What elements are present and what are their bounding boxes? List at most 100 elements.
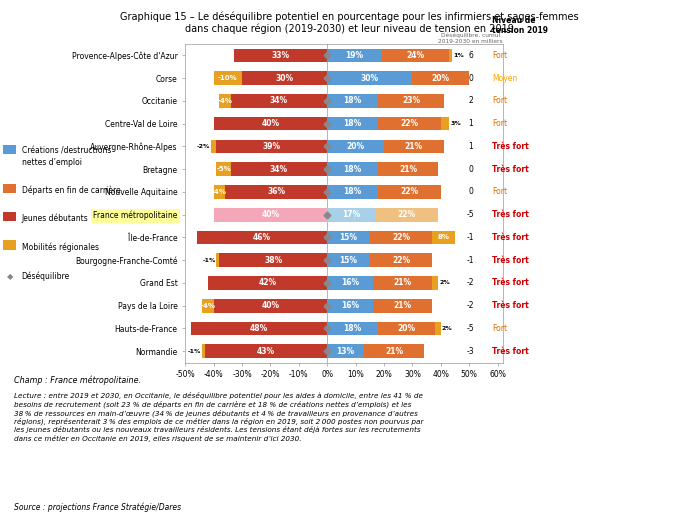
Text: 23%: 23% [402, 96, 420, 106]
Text: -5: -5 [467, 324, 475, 333]
Bar [327, 139, 384, 153]
Text: Très fort: Très fort [492, 301, 528, 310]
Bar [327, 71, 412, 85]
Text: Source : projections France Stratégie/Dares: Source : projections France Stratégie/Da… [14, 502, 181, 512]
Text: -4%: -4% [217, 98, 233, 104]
Text: 40%: 40% [261, 210, 280, 219]
Text: Créations /destructions: Créations /destructions [22, 147, 111, 155]
Bar [370, 231, 432, 244]
Bar [364, 344, 424, 358]
Text: 2%: 2% [439, 280, 450, 285]
Bar [327, 208, 375, 222]
Bar [327, 231, 370, 244]
Bar [412, 71, 469, 85]
Text: -1: -1 [467, 233, 475, 242]
Bar [208, 276, 327, 290]
Text: 36%: 36% [267, 188, 285, 196]
Text: ◆: ◆ [6, 271, 13, 281]
Bar [327, 117, 378, 131]
Text: 13%: 13% [337, 347, 354, 356]
Text: Fort: Fort [492, 188, 507, 196]
Text: 18%: 18% [344, 96, 362, 106]
Text: -4%: -4% [201, 303, 215, 309]
Text: Très fort: Très fort [492, 210, 528, 219]
Text: Déséquilibre, cumul
2019-2030 en milliers: Déséquilibre, cumul 2019-2030 en millier… [438, 33, 503, 44]
Bar [211, 139, 217, 153]
Text: Déséquilibre: Déséquilibre [22, 271, 70, 281]
Bar [231, 94, 327, 108]
Text: 15%: 15% [340, 233, 357, 242]
Text: 16%: 16% [341, 279, 359, 287]
Text: 16%: 16% [341, 301, 359, 310]
Text: 40%: 40% [261, 119, 280, 128]
Bar [327, 299, 373, 312]
Bar [435, 322, 441, 335]
Text: -2: -2 [467, 301, 475, 310]
Text: 18%: 18% [344, 119, 362, 128]
Bar [441, 117, 449, 131]
Bar [384, 139, 444, 153]
Bar [378, 322, 435, 335]
Text: -2%: -2% [196, 144, 210, 149]
Bar [233, 49, 327, 62]
Text: Moyen: Moyen [492, 74, 517, 83]
Bar [196, 231, 327, 244]
Text: -2: -2 [467, 279, 475, 287]
Text: 40%: 40% [261, 301, 280, 310]
Text: -5%: -5% [216, 166, 231, 172]
Text: 20%: 20% [432, 74, 450, 83]
Bar [231, 162, 327, 176]
Text: 19%: 19% [345, 51, 363, 60]
Text: 3%: 3% [450, 121, 461, 126]
Text: dans chaque région (2019-2030) et leur niveau de tension en 2019: dans chaque région (2019-2030) et leur n… [185, 23, 514, 34]
Text: 30%: 30% [361, 74, 379, 83]
Bar [214, 185, 225, 199]
Text: 38%: 38% [264, 256, 282, 265]
Text: -4%: -4% [212, 189, 226, 195]
Text: -1%: -1% [188, 349, 201, 354]
Text: Mobilités régionales: Mobilités régionales [22, 242, 99, 252]
Bar [327, 253, 370, 267]
Text: 15%: 15% [340, 256, 357, 265]
Bar [327, 94, 378, 108]
Text: 18%: 18% [344, 324, 362, 333]
Text: 21%: 21% [394, 301, 412, 310]
Text: Niveau de
tension 2019: Niveau de tension 2019 [492, 16, 548, 35]
Text: 22%: 22% [398, 210, 416, 219]
Text: 0: 0 [468, 74, 473, 83]
Text: 1: 1 [468, 142, 473, 151]
Bar [217, 253, 219, 267]
Text: 21%: 21% [385, 347, 403, 356]
Text: Champ : France métropolitaine.: Champ : France métropolitaine. [14, 376, 141, 385]
Bar [432, 231, 455, 244]
Bar [214, 117, 327, 131]
Text: 42%: 42% [259, 279, 277, 287]
Text: 39%: 39% [263, 142, 281, 151]
Bar [432, 276, 438, 290]
Text: 6: 6 [468, 51, 473, 60]
Bar [191, 322, 327, 335]
Text: Très fort: Très fort [492, 256, 528, 265]
Text: 0: 0 [468, 188, 473, 196]
Text: 8%: 8% [438, 235, 449, 240]
Text: 20%: 20% [347, 142, 365, 151]
Text: 34%: 34% [270, 165, 288, 174]
Bar [378, 94, 444, 108]
Bar [242, 71, 327, 85]
Bar [214, 208, 327, 222]
Text: Fort: Fort [492, 119, 507, 128]
Text: nettes d’emploi: nettes d’emploi [22, 158, 82, 167]
Bar [327, 162, 378, 176]
Text: 21%: 21% [405, 142, 423, 151]
Text: Très fort: Très fort [492, 233, 528, 242]
Text: -3: -3 [467, 347, 475, 356]
Text: 22%: 22% [392, 256, 410, 265]
Bar [217, 162, 231, 176]
Text: Départs en fin de carrière: Départs en fin de carrière [22, 185, 120, 195]
Bar [219, 94, 231, 108]
Text: 1%: 1% [453, 53, 464, 58]
Text: 46%: 46% [253, 233, 271, 242]
Text: Très fort: Très fort [492, 165, 528, 174]
Text: -1: -1 [467, 256, 475, 265]
Text: Très fort: Très fort [492, 142, 528, 151]
